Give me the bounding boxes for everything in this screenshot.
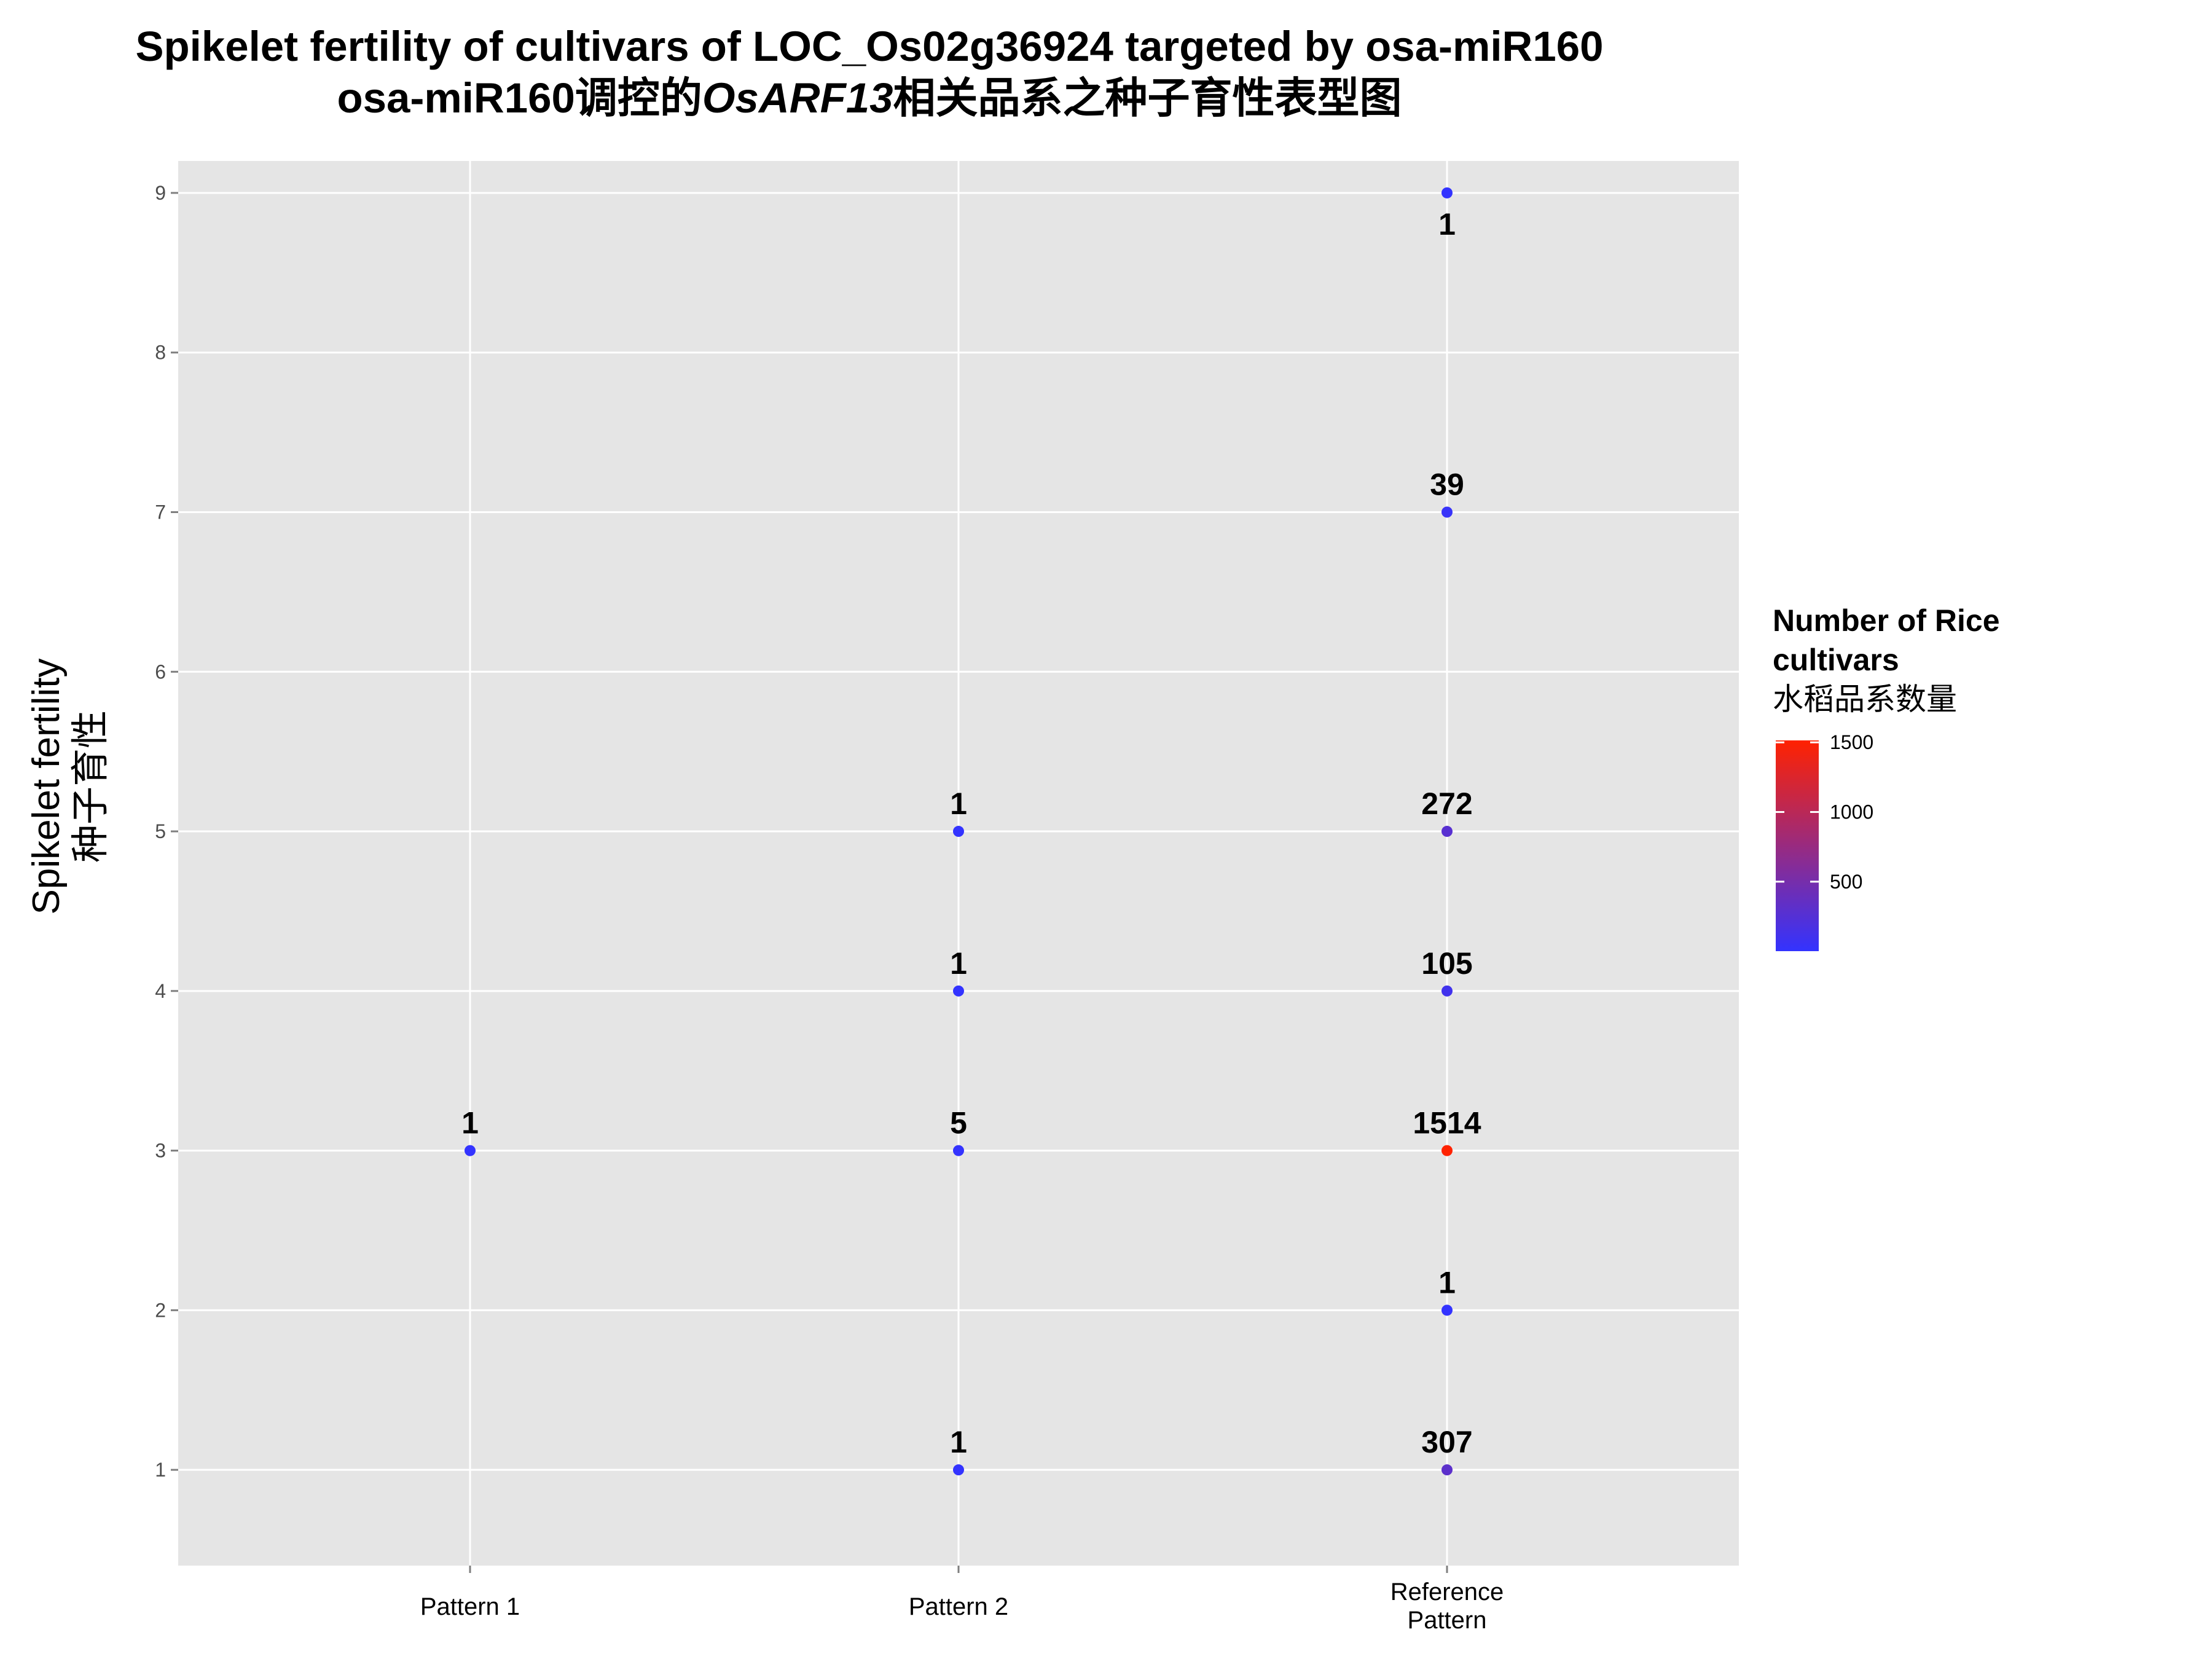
y-tick-label: 8 [155,342,166,364]
data-label: 105 [1421,946,1472,981]
legend-title-line1: Number of Rice [1773,603,2000,638]
data-label: 1 [1438,207,1456,241]
data-point [953,826,964,837]
legend-tick-label: 1500 [1830,731,1873,753]
data-point [1441,506,1453,518]
y-tick-label: 6 [155,661,166,683]
legend-colorbar [1776,740,1819,951]
data-point [1441,985,1453,997]
x-tick-label: Reference Pattern [1390,1579,1504,1634]
x-tick-label: Pattern 1 [420,1593,520,1620]
chart-subtitle: osa-miR160调控的OsARF13相关品系之种子育性表型图 [0,74,1739,123]
data-point [1441,1145,1453,1156]
data-label: 307 [1421,1425,1472,1459]
data-point [1441,826,1453,837]
data-label: 1 [950,1425,967,1459]
y-tick-label: 3 [155,1140,166,1162]
legend-tick-label: 500 [1830,871,1862,893]
data-point [953,1464,964,1476]
data-label: 272 [1421,786,1472,821]
data-label: 1514 [1413,1106,1481,1140]
legend-title: Number of Rice cultivars 水稻品系数量 [1773,601,2000,719]
legend-tick-label: 1000 [1830,801,1873,823]
y-tick-label: 7 [155,501,166,524]
data-point [1441,187,1453,198]
x-tick-label: Pattern 2 [909,1593,1008,1620]
data-label: 5 [950,1106,967,1140]
data-point [1441,1304,1453,1316]
data-point [953,985,964,997]
legend-title-line3: 水稻品系数量 [1773,682,1957,716]
data-label: 1 [950,946,967,981]
data-point [465,1145,476,1156]
legend-title-line2: cultivars [1773,643,1899,677]
data-label: 1 [461,1106,479,1140]
data-label: 1 [950,786,967,821]
data-label: 1 [1438,1265,1456,1300]
y-tick-label: 2 [155,1299,166,1321]
chart-title: Spikelet fertility of cultivars of LOC_O… [135,23,1604,70]
y-tick-label: 5 [155,820,166,842]
subtitle-prefix: osa-miR160调控的 [337,74,702,122]
y-tick-label: 9 [155,182,166,204]
subtitle-gene: OsARF13 [702,74,893,122]
subtitle-suffix: 相关品系之种子育性表型图 [893,74,1402,122]
data-point [953,1145,964,1156]
data-point [1441,1464,1453,1476]
data-label: 39 [1430,468,1464,502]
y-tick-label: 4 [155,980,166,1002]
y-tick-label: 1 [155,1459,166,1481]
